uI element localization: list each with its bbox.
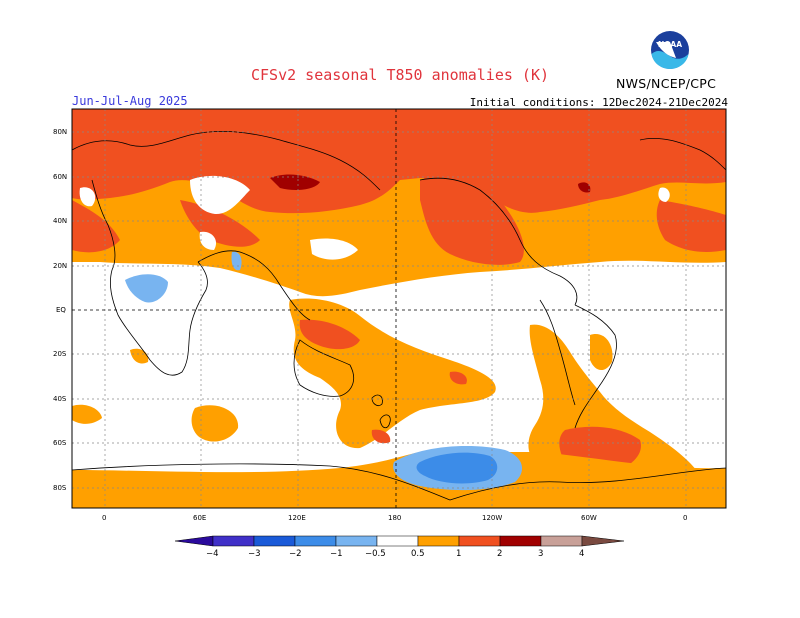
agency-label: NWS/NCEP/CPC <box>616 76 717 91</box>
lat-label: 40N <box>53 217 67 225</box>
lon-label: 120E <box>288 514 306 522</box>
graticule <box>72 109 726 508</box>
colorbar-label: 0.5 <box>411 549 425 559</box>
lat-label: 60S <box>53 439 67 447</box>
colorbar-label: −0.5 <box>365 549 386 559</box>
map-field <box>72 109 726 508</box>
lat-label: 40S <box>53 395 67 403</box>
noaa-logo-icon: NOAA <box>651 31 689 69</box>
colorbar-label: 4 <box>579 549 584 559</box>
season-label: Jun-Jul-Aug 2025 <box>72 94 188 108</box>
colorbar-label: −2 <box>289 549 302 559</box>
lat-label: 80N <box>53 128 67 136</box>
lat-label: EQ <box>56 306 66 314</box>
reference-lines <box>72 109 726 508</box>
lon-label: 60E <box>193 514 206 522</box>
lon-label: 60W <box>581 514 597 522</box>
coastlines <box>72 131 726 501</box>
lat-label: 80S <box>53 484 67 492</box>
lon-label: 180 <box>388 514 401 522</box>
lon-label: 0 <box>683 514 687 522</box>
initial-conditions: Initial conditions: 12Dec2024-21Dec2024 <box>469 96 728 109</box>
colorbar-label: −1 <box>330 549 343 559</box>
colorbar-label: −4 <box>206 549 219 559</box>
lat-label: 20S <box>53 350 67 358</box>
colorbar-label: 3 <box>538 549 543 559</box>
chart-title: CFSv2 seasonal T850 anomalies (K) <box>250 66 549 84</box>
lat-label: 60N <box>53 173 67 181</box>
latitude-labels: 80N 60N 40N 20N EQ 20S 40S 60S 80S <box>53 128 67 492</box>
colorbar-label: 2 <box>497 549 502 559</box>
lon-label: 0 <box>102 514 106 522</box>
colorbar: −4 −3 −2 −1 −0.5 0.5 1 2 3 4 <box>174 535 625 559</box>
colorbar-label: 1 <box>456 549 461 559</box>
lon-label: 120W <box>482 514 502 522</box>
longitude-labels: 0 60E 120E 180 120W 60W 0 <box>102 514 687 522</box>
lat-label: 20N <box>53 262 67 270</box>
map-frame <box>71 108 727 509</box>
colorbar-label: −3 <box>248 549 261 559</box>
logo-text: NOAA <box>658 40 682 49</box>
